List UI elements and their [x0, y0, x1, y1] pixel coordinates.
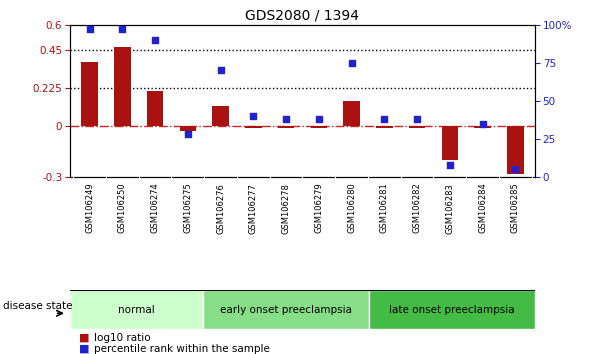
Text: early onset preeclampsia: early onset preeclampsia: [220, 305, 352, 315]
Point: [412, 116, 422, 122]
Bar: [311, 126, 327, 128]
Bar: [114, 47, 131, 126]
Text: GSM106283: GSM106283: [446, 183, 454, 234]
Point: [511, 167, 520, 172]
Point: [282, 116, 291, 122]
Text: GSM106250: GSM106250: [118, 183, 127, 233]
Point: [314, 116, 323, 122]
Bar: [81, 62, 98, 126]
Bar: [203, 290, 369, 329]
Text: GSM106275: GSM106275: [184, 183, 192, 233]
Text: GSM106280: GSM106280: [347, 183, 356, 233]
Text: GSM106281: GSM106281: [380, 183, 389, 233]
Bar: [344, 101, 360, 126]
Bar: [376, 126, 393, 128]
Text: GSM106277: GSM106277: [249, 183, 258, 234]
Point: [85, 27, 94, 32]
Text: GSM106274: GSM106274: [151, 183, 159, 233]
Bar: [70, 290, 203, 329]
Point: [150, 37, 160, 43]
Point: [117, 27, 127, 32]
Bar: [212, 106, 229, 126]
Text: ■: ■: [79, 333, 89, 343]
Text: GSM106284: GSM106284: [478, 183, 487, 233]
Text: GSM106276: GSM106276: [216, 183, 225, 234]
Text: percentile rank within the sample: percentile rank within the sample: [94, 344, 270, 354]
Text: ■: ■: [79, 344, 89, 354]
Bar: [409, 126, 426, 128]
Bar: [245, 126, 261, 128]
Text: GSM106278: GSM106278: [282, 183, 291, 234]
Text: GSM106249: GSM106249: [85, 183, 94, 233]
Text: GSM106285: GSM106285: [511, 183, 520, 233]
Text: GSM106279: GSM106279: [314, 183, 323, 233]
Point: [216, 68, 226, 73]
Bar: [441, 126, 458, 160]
Point: [445, 162, 455, 168]
Point: [183, 132, 193, 137]
Bar: [507, 126, 523, 173]
Text: disease state: disease state: [3, 301, 72, 311]
Text: late onset preeclampsia: late onset preeclampsia: [389, 305, 515, 315]
Point: [249, 113, 258, 119]
Bar: [278, 126, 294, 128]
Text: log10 ratio: log10 ratio: [94, 333, 151, 343]
Text: GDS2080 / 1394: GDS2080 / 1394: [246, 9, 359, 23]
Point: [347, 60, 356, 66]
Point: [379, 116, 389, 122]
Bar: [369, 290, 535, 329]
Text: normal: normal: [118, 305, 155, 315]
Point: [478, 121, 488, 126]
Bar: [179, 126, 196, 131]
Bar: [474, 126, 491, 128]
Bar: [147, 91, 164, 126]
Text: GSM106282: GSM106282: [413, 183, 421, 233]
